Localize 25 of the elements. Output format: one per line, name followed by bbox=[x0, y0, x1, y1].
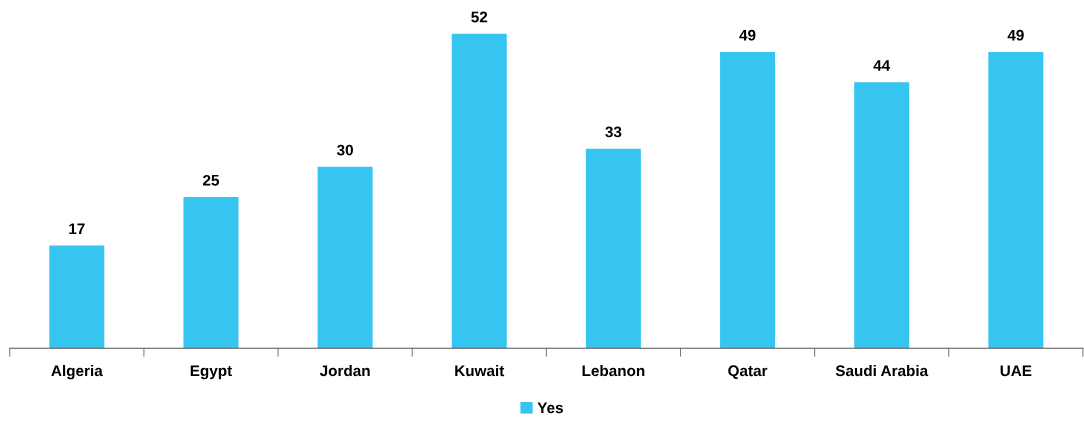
x-tick-label: UAE bbox=[1000, 365, 1032, 377]
data-label: 49 bbox=[739, 29, 756, 41]
data-label: 52 bbox=[471, 11, 488, 23]
bar bbox=[183, 197, 239, 349]
x-tick-label: Jordan bbox=[319, 364, 370, 377]
data-label: 17 bbox=[69, 223, 85, 234]
legend-label: Yes bbox=[537, 402, 563, 414]
data-label: 33 bbox=[605, 126, 622, 138]
bar bbox=[585, 148, 641, 349]
bar bbox=[854, 82, 910, 349]
bar bbox=[49, 245, 105, 349]
bar bbox=[451, 33, 507, 349]
x-tick-label: Egypt bbox=[190, 365, 233, 380]
bar bbox=[988, 51, 1044, 349]
x-tick-label: Algeria bbox=[51, 364, 103, 380]
data-label: 49 bbox=[1007, 29, 1024, 41]
x-tick-label: Lebanon bbox=[582, 364, 645, 377]
data-label: 25 bbox=[203, 174, 220, 186]
x-tick-label: Saudi Arabia bbox=[835, 364, 929, 377]
x-tick-label: Qatar bbox=[728, 365, 768, 380]
data-label: 30 bbox=[336, 144, 353, 156]
bar bbox=[317, 166, 373, 349]
bar bbox=[720, 51, 776, 349]
data-label: 44 bbox=[873, 60, 891, 71]
x-tick-label: Kuwait bbox=[455, 364, 505, 377]
